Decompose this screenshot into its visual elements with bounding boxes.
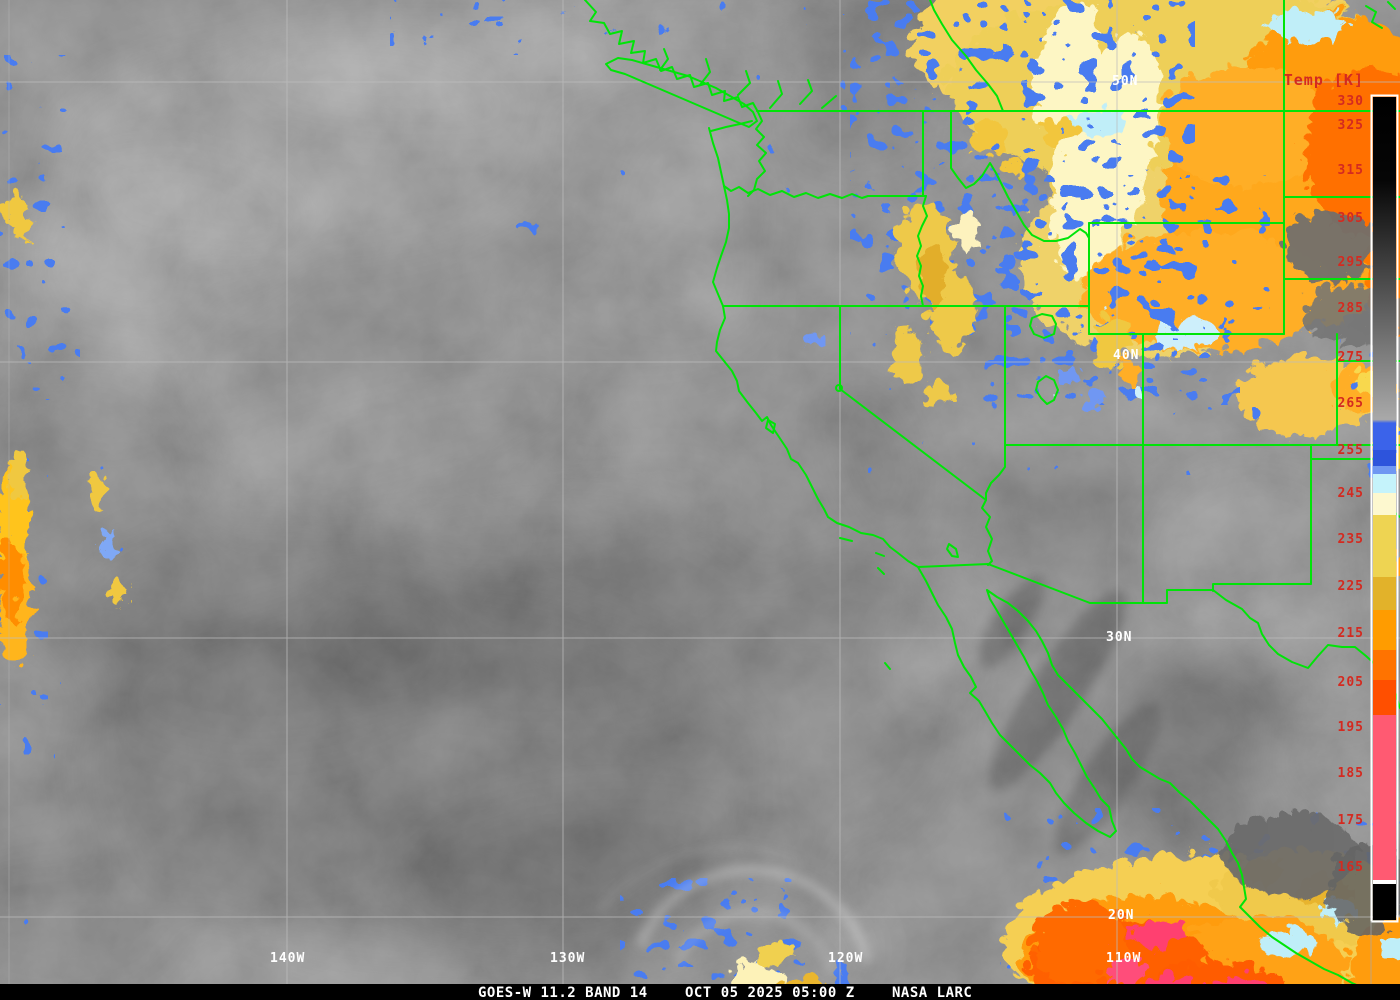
manitoba-lakes (1365, 1, 1396, 29)
tick-225: 225 (1338, 579, 1364, 594)
caption-bar-background (0, 984, 1400, 1000)
graticule-labels: 50N 40N 30N 20N 140W 130W 120W 110W (270, 74, 1141, 966)
lat-label-20n: 20N (1108, 908, 1134, 923)
coastline-juan-de-fuca (710, 120, 753, 132)
caption-instrument: GOES-W 11.2 BAND 14 (478, 985, 648, 1000)
tick-285: 285 (1338, 301, 1364, 316)
tick-215: 215 (1338, 626, 1364, 641)
colorbar-tick-labels: 330 325 315 305 295 285 275 265 255 245 … (1338, 94, 1364, 875)
tick-195: 195 (1338, 720, 1364, 735)
caption-bar: GOES-W 11.2 BAND 14 OCT 05 2025 05:00 Z … (0, 984, 1400, 1000)
border-columbia-river-46n (723, 185, 927, 199)
border-nm-tx (1212, 444, 1312, 592)
lon-label-140w: 140W (270, 951, 305, 966)
lat-label-50n: 50N (1112, 74, 1138, 89)
tick-205: 205 (1338, 675, 1364, 690)
map-borders-overlay (584, 0, 1400, 1000)
colorbar-title: Temp [K] (1284, 71, 1364, 89)
tick-255: 255 (1338, 443, 1364, 458)
yellowstone-boundary (1029, 313, 1057, 339)
lat-label-40n: 40N (1113, 348, 1139, 363)
vancouver-island (605, 57, 758, 128)
tick-305: 305 (1338, 211, 1364, 226)
tick-325: 325 (1338, 118, 1364, 133)
tick-175: 175 (1338, 813, 1364, 828)
tick-275: 275 (1338, 350, 1364, 365)
coastline-bc-mainland (584, 0, 767, 197)
salton-sea (946, 543, 959, 558)
tick-295: 295 (1338, 255, 1364, 270)
san-francisco-bay (765, 419, 776, 434)
colorbar: Temp [K] 330 325 315 305 295 285 275 265… (1284, 71, 1399, 984)
border-or-id-snake (916, 195, 928, 307)
tick-235: 235 (1338, 532, 1364, 547)
border-colorado-river-nv-az (985, 444, 1006, 501)
channel-islands (839, 537, 891, 670)
tick-165: 165 (1338, 860, 1364, 875)
lake-tahoe (835, 384, 843, 392)
storm-band-west-limb (0, 188, 120, 658)
tick-315: 315 (1338, 163, 1364, 178)
lon-label-110w: 110W (1106, 951, 1141, 966)
border-us-mexico (917, 563, 1214, 604)
tropical-cyclone-spiral-bands (598, 845, 873, 973)
great-salt-lake (1035, 375, 1059, 405)
border-id-mt-divide (950, 110, 1090, 242)
lon-label-130w: 130W (550, 951, 585, 966)
hurricane-system-mexico (995, 806, 1400, 1000)
border-bc-alberta (929, 0, 1004, 112)
caption-credit: NASA LARC (892, 985, 972, 1000)
lat-label-30n: 30N (1106, 630, 1132, 645)
caption-timestamp: OCT 05 2025 05:00 Z (685, 985, 855, 1000)
coastline-west-coast-baja-mexico (708, 127, 1395, 1000)
fjord-inlets (659, 48, 837, 109)
border-ca-nv (839, 305, 993, 566)
tick-245: 245 (1338, 486, 1364, 501)
colorbar-gradient (1373, 97, 1396, 920)
tick-185: 185 (1338, 766, 1364, 781)
tick-330: 330 (1338, 94, 1364, 109)
tick-265: 265 (1338, 396, 1364, 411)
lon-label-120w: 120W (828, 951, 863, 966)
colorbar-border (1370, 94, 1399, 923)
